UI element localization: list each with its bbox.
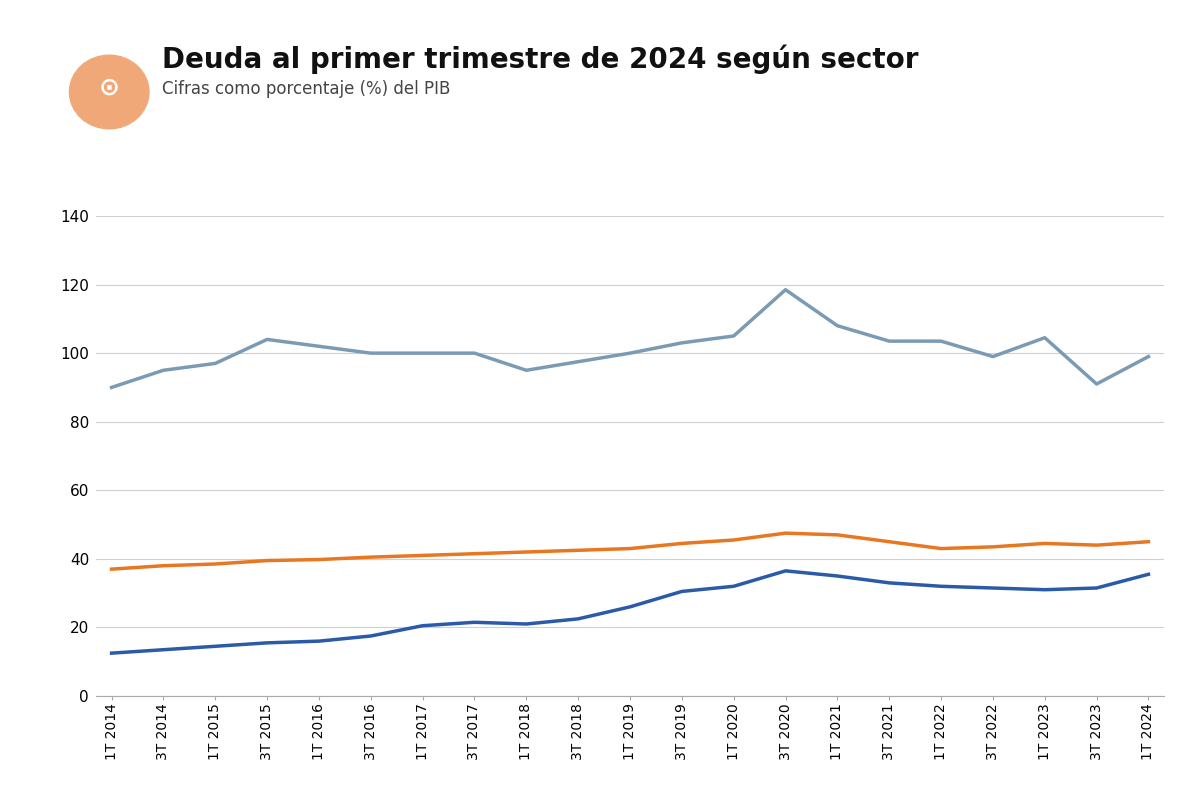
- Text: ⊙: ⊙: [98, 76, 120, 100]
- Text: Deuda al primer trimestre de 2024 según sector: Deuda al primer trimestre de 2024 según …: [162, 44, 918, 74]
- Text: Cifras como porcentaje (%) del PIB: Cifras como porcentaje (%) del PIB: [162, 80, 450, 98]
- Circle shape: [70, 55, 149, 129]
